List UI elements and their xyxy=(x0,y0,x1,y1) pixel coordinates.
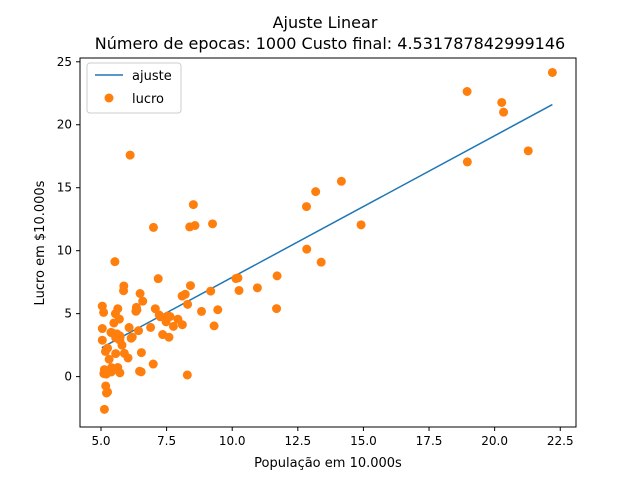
data-point xyxy=(336,176,346,186)
data-point xyxy=(231,274,241,284)
data-point xyxy=(316,257,326,267)
data-point xyxy=(523,146,533,156)
data-point xyxy=(115,368,125,378)
y-tick-label: 10 xyxy=(57,244,72,258)
data-point xyxy=(208,219,218,229)
legend-ajuste-label: ajuste xyxy=(132,69,172,84)
data-point xyxy=(234,285,244,295)
data-point xyxy=(168,321,178,331)
x-axis: 5.0 7.5 10.0 12.5 15.0 17.5 20.0 22.5 xyxy=(91,427,574,448)
x-tick-label: 5.0 xyxy=(91,434,110,448)
data-point xyxy=(103,343,113,353)
data-point xyxy=(102,388,112,398)
data-point xyxy=(148,359,158,369)
data-point xyxy=(311,187,321,197)
data-point xyxy=(97,324,107,334)
data-point xyxy=(119,281,129,291)
data-point xyxy=(136,348,146,358)
data-point xyxy=(206,286,216,296)
data-point xyxy=(101,381,111,391)
data-point xyxy=(153,274,163,284)
data-point xyxy=(155,312,165,322)
legend-lucro-label: lucro xyxy=(132,92,164,107)
chart-subtitle: Número de epocas: 1000 Custo final: 4.53… xyxy=(95,34,565,53)
data-point xyxy=(110,257,120,267)
data-point xyxy=(272,271,282,281)
data-point xyxy=(209,321,219,331)
x-tick-label: 20.0 xyxy=(481,434,508,448)
data-point xyxy=(146,322,156,332)
x-tick-label: 7.5 xyxy=(157,434,176,448)
x-tick-label: 12.5 xyxy=(284,434,311,448)
y-tick-label: 25 xyxy=(57,55,72,69)
x-axis-label: População em 10.000s xyxy=(254,456,402,471)
data-point xyxy=(135,289,145,299)
data-point xyxy=(547,67,557,77)
data-point xyxy=(131,302,141,312)
data-point xyxy=(182,370,192,380)
data-point xyxy=(356,220,366,230)
data-point xyxy=(183,299,193,309)
x-tick-label: 22.5 xyxy=(547,434,574,448)
y-tick-label: 0 xyxy=(64,370,72,384)
data-point xyxy=(126,333,136,343)
data-point xyxy=(165,312,175,322)
data-point xyxy=(107,328,117,338)
data-point xyxy=(115,335,125,345)
x-tick-label: 10.0 xyxy=(219,434,246,448)
data-point xyxy=(99,307,109,317)
data-point xyxy=(134,326,144,336)
data-point xyxy=(101,369,111,379)
chart-title: Ajuste Linear xyxy=(273,13,378,32)
data-point xyxy=(272,304,282,314)
x-tick-label: 17.5 xyxy=(416,434,443,448)
data-point xyxy=(185,281,195,291)
series-layer xyxy=(97,67,557,414)
data-point xyxy=(138,296,148,306)
data-point xyxy=(188,200,198,210)
legend: ajuste lucro xyxy=(86,62,182,114)
data-point xyxy=(123,353,133,363)
plot-area xyxy=(97,67,557,414)
data-point xyxy=(213,305,223,315)
data-point xyxy=(497,97,507,107)
data-point xyxy=(177,291,187,301)
data-point xyxy=(158,330,168,340)
data-point xyxy=(190,220,200,230)
y-tick-label: 15 xyxy=(57,181,72,195)
data-point xyxy=(148,222,158,232)
data-point xyxy=(124,323,134,333)
data-point xyxy=(462,86,472,96)
y-axis-label: Lucro em $10.000s xyxy=(33,180,48,305)
data-point xyxy=(111,349,121,359)
data-point xyxy=(136,367,146,377)
y-tick-label: 20 xyxy=(57,118,72,132)
data-point xyxy=(125,150,135,160)
y-tick-label: 5 xyxy=(64,307,72,321)
data-point xyxy=(114,314,124,324)
data-point xyxy=(177,320,187,330)
x-tick-label: 15.0 xyxy=(350,434,377,448)
fit-line xyxy=(101,103,553,349)
data-point xyxy=(252,283,262,293)
data-point xyxy=(97,335,107,345)
legend-lucro-swatch xyxy=(104,93,114,103)
data-point xyxy=(499,107,509,117)
data-point xyxy=(302,244,312,254)
data-point xyxy=(462,157,472,167)
data-point xyxy=(301,202,311,212)
data-point xyxy=(197,306,207,316)
data-point xyxy=(104,354,114,364)
plot-frame xyxy=(79,57,577,428)
data-point xyxy=(99,404,109,414)
y-axis: 0 5 10 15 20 25 xyxy=(57,55,80,384)
